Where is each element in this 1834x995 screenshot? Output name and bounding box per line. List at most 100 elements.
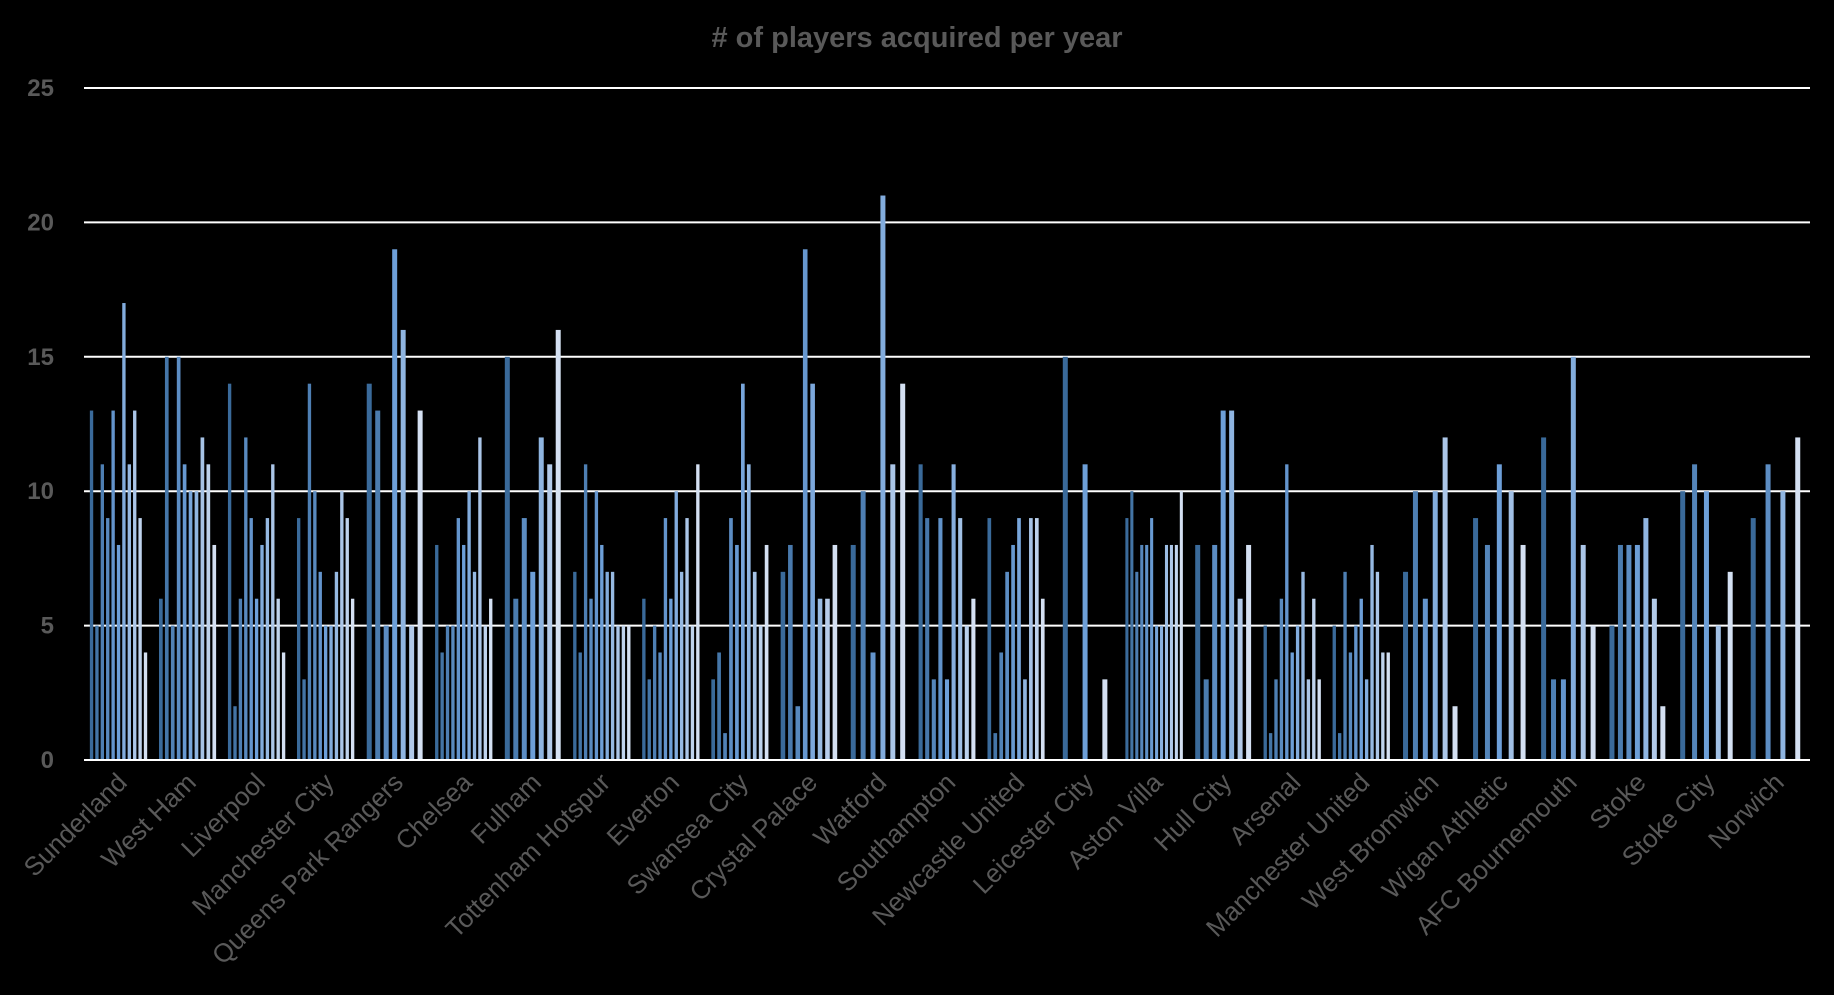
x-tick-label: Leicester City <box>967 767 1100 900</box>
bar-everton-8 <box>685 518 689 760</box>
bar-liverpool-1 <box>233 706 237 760</box>
bar-everton-6 <box>674 491 678 760</box>
bar-wigan-athletic-0 <box>1473 518 1479 760</box>
bar-everton-10 <box>696 464 700 760</box>
bar-liverpool-9 <box>276 598 280 760</box>
bar-tottenham-hotspur-9 <box>621 625 626 760</box>
bar-sunderland-10 <box>143 652 148 760</box>
bar-swansea-city-1 <box>717 652 721 760</box>
bar-swansea-city-4 <box>735 544 739 760</box>
bar-chelsea-9 <box>483 625 487 760</box>
bar-hull-city-2 <box>1212 544 1218 760</box>
bar-west-ham-8 <box>206 464 211 760</box>
bar-manchester-city-6 <box>329 625 333 760</box>
bar-tottenham-hotspur-0 <box>573 571 577 760</box>
bar-fulham-4 <box>538 437 544 760</box>
bar-chelsea-8 <box>478 437 482 760</box>
bar-tottenham-hotspur-4 <box>594 491 599 760</box>
bar-liverpool-6 <box>260 544 264 760</box>
bar-wigan-athletic-4 <box>1520 544 1526 760</box>
bar-crystal-palace-4 <box>810 383 815 760</box>
bar-west-ham-7 <box>200 437 205 760</box>
bar-newcastle-united-5 <box>1017 518 1021 760</box>
bar-stoke-city-2 <box>1703 491 1709 760</box>
bar-aston-villa-0 <box>1125 518 1129 760</box>
bar-southampton-0 <box>918 464 923 760</box>
bar-stoke-0 <box>1609 625 1615 760</box>
bar-tottenham-hotspur-8 <box>616 625 620 760</box>
bar-arsenal-0 <box>1263 625 1267 760</box>
bar-stoke-2 <box>1626 544 1632 760</box>
bar-manchester-united-10 <box>1386 652 1390 760</box>
bar-aston-villa-6 <box>1155 625 1159 760</box>
bar-manchester-city-10 <box>350 598 355 760</box>
bar-manchester-united-3 <box>1348 652 1353 760</box>
bar-sunderland-9 <box>138 518 142 760</box>
bar-southampton-1 <box>925 518 930 760</box>
bar-swansea-city-0 <box>711 679 715 760</box>
bar-everton-2 <box>652 625 657 760</box>
y-tick-label: 25 <box>27 75 54 102</box>
bar-everton-3 <box>658 652 662 760</box>
bar-arsenal-4 <box>1285 464 1289 760</box>
bar-norwich-1 <box>1765 464 1771 760</box>
bar-manchester-city-8 <box>340 491 344 760</box>
bar-stoke-5 <box>1651 598 1657 760</box>
bar-hull-city-0 <box>1195 544 1201 760</box>
bar-swansea-city-7 <box>752 571 757 760</box>
bar-everton-1 <box>647 679 651 760</box>
bar-aston-villa-1 <box>1130 491 1134 760</box>
bar-newcastle-united-6 <box>1023 679 1027 760</box>
bar-watford-5 <box>900 383 906 760</box>
bar-arsenal-8 <box>1306 679 1311 760</box>
bar-queens-park-rangers-1 <box>375 410 381 760</box>
bar-chelsea-4 <box>456 518 460 760</box>
bar-afc-bournemouth-5 <box>1590 625 1596 760</box>
bar-arsenal-3 <box>1279 598 1284 760</box>
bar-afc-bournemouth-0 <box>1541 437 1547 760</box>
bar-stoke-city-1 <box>1692 464 1698 760</box>
bar-tottenham-hotspur-10 <box>627 625 631 760</box>
bar-fulham-2 <box>521 518 527 760</box>
bar-southampton-2 <box>931 679 936 760</box>
bar-afc-bournemouth-1 <box>1551 679 1557 760</box>
bar-sunderland-8 <box>133 410 137 760</box>
bar-chelsea-5 <box>462 544 466 760</box>
bar-tottenham-hotspur-7 <box>610 571 615 760</box>
bar-aston-villa-4 <box>1145 544 1149 760</box>
bar-manchester-united-8 <box>1375 571 1380 760</box>
bar-fulham-1 <box>513 598 519 760</box>
bar-chelsea-7 <box>472 571 477 760</box>
bar-everton-4 <box>663 518 668 760</box>
bar-west-ham-6 <box>194 491 199 760</box>
bar-west-bromwich-5 <box>1452 706 1458 760</box>
bar-stoke-city-4 <box>1727 571 1733 760</box>
bar-sunderland-3 <box>106 518 110 760</box>
bar-everton-0 <box>642 598 646 760</box>
bar-hull-city-4 <box>1229 410 1235 760</box>
bar-newcastle-united-1 <box>993 733 998 760</box>
bar-wigan-athletic-2 <box>1496 464 1502 760</box>
bar-queens-park-rangers-5 <box>409 625 415 760</box>
bar-swansea-city-5 <box>741 383 745 760</box>
bar-everton-7 <box>679 571 684 760</box>
bar-west-ham-4 <box>182 464 187 760</box>
bar-swansea-city-9 <box>764 544 769 760</box>
bar-newcastle-united-8 <box>1034 518 1039 760</box>
bar-crystal-palace-0 <box>780 571 786 760</box>
bar-leicester-city-2 <box>1102 679 1108 760</box>
y-tick-label: 0 <box>41 747 54 774</box>
bar-arsenal-9 <box>1312 598 1316 760</box>
chart-title: # of players acquired per year <box>711 22 1122 54</box>
bar-queens-park-rangers-0 <box>366 383 372 760</box>
bar-liverpool-7 <box>265 518 270 760</box>
bar-chelsea-0 <box>435 544 439 760</box>
bar-wigan-athletic-1 <box>1484 544 1490 760</box>
bar-chelsea-10 <box>489 598 493 760</box>
bar-aston-villa-8 <box>1164 544 1169 760</box>
bar-sunderland-6 <box>122 303 126 760</box>
bar-manchester-city-0 <box>296 518 301 760</box>
bar-sunderland-4 <box>111 410 115 760</box>
bar-arsenal-2 <box>1274 679 1278 760</box>
bar-sunderland-2 <box>100 464 104 760</box>
